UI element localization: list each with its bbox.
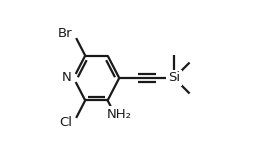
Text: NH₂: NH₂ [107, 108, 132, 121]
Text: N: N [62, 71, 72, 85]
Text: Cl: Cl [59, 116, 72, 129]
Text: Br: Br [58, 27, 72, 40]
Text: Si: Si [168, 71, 180, 85]
